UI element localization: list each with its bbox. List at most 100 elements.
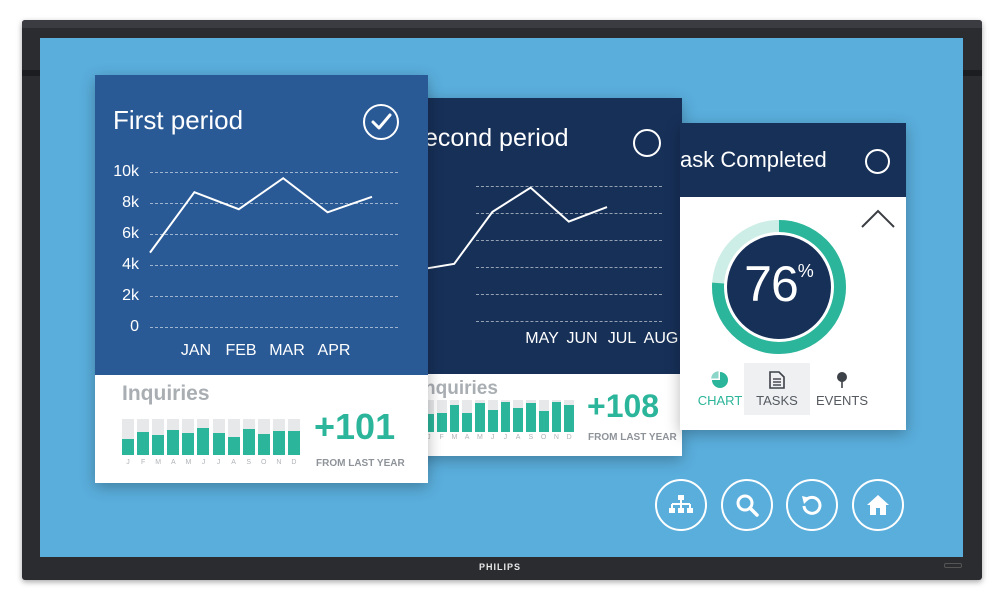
inquiry-bar-fill bbox=[122, 438, 135, 455]
first-period-header: First period 10k 8k 6k 4k 2k 0 JAN FEB M… bbox=[95, 75, 428, 375]
percent-value: 76 bbox=[744, 256, 799, 312]
first-period-card[interactable]: First period 10k 8k 6k 4k 2k 0 JAN FEB M… bbox=[95, 75, 428, 483]
month-label: N bbox=[553, 434, 559, 441]
card-title: econd period bbox=[424, 124, 569, 152]
inquiry-bar-fill bbox=[538, 411, 549, 432]
select-circle-icon[interactable] bbox=[865, 149, 890, 174]
tab-label: CHART bbox=[697, 393, 743, 408]
y-tick-label: 0 bbox=[130, 318, 139, 335]
inquiries-label: nquiries bbox=[424, 378, 498, 399]
month-label: O bbox=[261, 459, 267, 466]
x-tick-label: JAN bbox=[180, 342, 212, 359]
search-button[interactable] bbox=[721, 479, 773, 531]
inquiry-bar-fill bbox=[272, 431, 285, 455]
inquiry-bar-fill bbox=[564, 404, 574, 432]
inquiry-bar-fill bbox=[513, 408, 523, 432]
month-label: A bbox=[515, 434, 521, 441]
select-circle-icon[interactable] bbox=[633, 129, 661, 157]
tab-tasks[interactable]: TASKS bbox=[744, 363, 810, 415]
month-label: F bbox=[439, 434, 444, 441]
tab-events[interactable]: EVENTS bbox=[807, 371, 877, 408]
y-tick-label: 4k bbox=[122, 256, 139, 273]
checked-circle-icon[interactable] bbox=[362, 103, 400, 141]
delta-value: +108 bbox=[587, 388, 660, 424]
inquiry-bar bbox=[167, 419, 180, 455]
second-period-line-chart bbox=[415, 186, 608, 272]
inquiry-bar bbox=[152, 419, 165, 455]
month-label: S bbox=[528, 434, 534, 441]
inquiry-bar bbox=[272, 419, 285, 455]
inquiry-bar bbox=[257, 419, 270, 455]
month-label: M bbox=[476, 434, 483, 441]
month-label: A bbox=[170, 459, 176, 466]
grid-line bbox=[150, 172, 398, 173]
grid-line bbox=[476, 186, 662, 187]
sitemap-button[interactable] bbox=[655, 479, 707, 531]
inquiry-bar bbox=[436, 400, 447, 432]
inquiry-bar-fill bbox=[462, 412, 472, 432]
tab-label: EVENTS bbox=[815, 393, 868, 408]
device-brand-logo: PHILIPS bbox=[478, 562, 521, 572]
month-label: D bbox=[566, 434, 572, 441]
inquiry-bar-fill bbox=[212, 433, 225, 455]
refresh-icon bbox=[802, 495, 822, 515]
month-label: D bbox=[291, 459, 297, 466]
tab-label: TASKS bbox=[756, 393, 798, 408]
y-tick-label: 2k bbox=[122, 287, 139, 304]
month-label: O bbox=[540, 434, 547, 441]
inquiry-bar bbox=[182, 419, 195, 455]
grid-line bbox=[150, 296, 398, 297]
collapse-chevron-icon[interactable] bbox=[860, 209, 896, 229]
inquiry-bar-fill bbox=[500, 401, 511, 432]
pie-chart-icon bbox=[711, 371, 728, 388]
inquiry-bar bbox=[227, 419, 240, 455]
grid-line bbox=[476, 267, 662, 268]
inquiry-bar-fill bbox=[551, 401, 562, 432]
inquiry-bar-fill bbox=[436, 412, 447, 432]
month-label: M bbox=[185, 459, 192, 466]
home-button[interactable] bbox=[852, 479, 904, 531]
tab-chart[interactable]: CHART bbox=[685, 371, 755, 408]
grid-line bbox=[476, 240, 662, 241]
inquiry-bar bbox=[137, 419, 150, 455]
inquiry-bar bbox=[475, 400, 485, 432]
refresh-button[interactable] bbox=[786, 479, 838, 531]
month-label: J bbox=[427, 434, 431, 441]
task-completed-card[interactable]: ask Completed 76% CHART bbox=[680, 123, 906, 430]
inquiries-label: Inquiries bbox=[122, 382, 210, 405]
inquiry-bar bbox=[551, 400, 562, 432]
bezel-top-lip bbox=[22, 20, 982, 28]
delta-caption: FROM LAST YEAR bbox=[588, 432, 677, 443]
delta-caption: FROM LAST YEAR bbox=[316, 458, 405, 469]
inquiry-bar-fill bbox=[257, 434, 270, 455]
month-label: J bbox=[503, 434, 508, 441]
x-tick-label: APR bbox=[317, 342, 351, 359]
inquiry-bar-fill bbox=[167, 429, 180, 455]
search-icon bbox=[736, 494, 759, 517]
grid-line bbox=[150, 203, 398, 204]
inquiry-bar bbox=[487, 400, 498, 432]
bezel-left-notch bbox=[22, 70, 42, 76]
second-period-card[interactable]: econd period MAY JUN JUL AUG nquiries J F… bbox=[404, 98, 682, 456]
grid-line bbox=[150, 327, 398, 328]
task-completed-header: ask Completed bbox=[680, 123, 906, 197]
inquiry-bar bbox=[500, 400, 511, 432]
home-icon bbox=[867, 495, 889, 515]
map-pin-icon bbox=[837, 372, 847, 388]
y-tick-label: 8k bbox=[122, 194, 139, 211]
inquiry-bar bbox=[449, 400, 460, 432]
delta-value: +101 bbox=[314, 406, 396, 447]
inquiry-bar-fill bbox=[449, 404, 460, 432]
inquiry-bar bbox=[122, 419, 135, 455]
month-label: M bbox=[155, 459, 162, 466]
inquiry-bar bbox=[424, 400, 434, 432]
x-tick-label: FEB bbox=[225, 342, 257, 359]
inquiry-bar bbox=[462, 400, 472, 432]
month-label: J bbox=[490, 434, 495, 441]
inquiry-bar bbox=[242, 419, 255, 455]
percent-sign: % bbox=[797, 261, 814, 281]
month-label: J bbox=[126, 459, 130, 466]
x-tick-label: MAR bbox=[269, 342, 305, 359]
x-tick-label: JUL bbox=[607, 330, 637, 347]
